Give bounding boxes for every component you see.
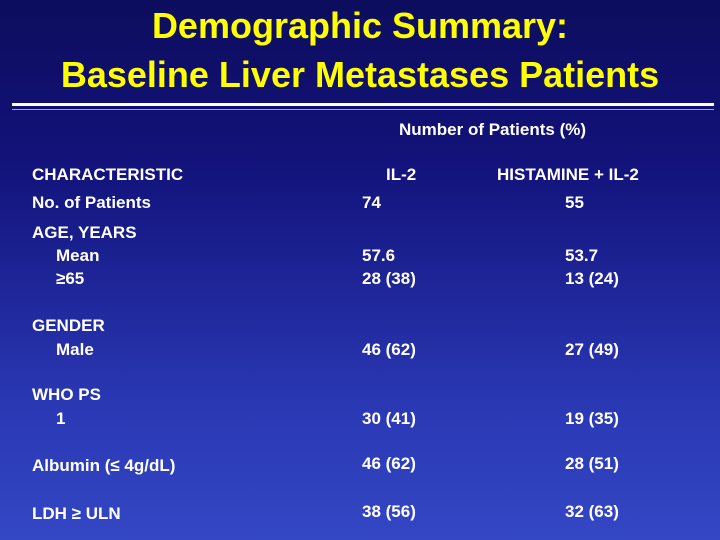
cell-age-mean-hist: 53.7: [565, 246, 599, 265]
cell-who-1-hist: 19 (35): [565, 409, 619, 428]
row-label-albumin: Albumin (≤ 4g/dL): [32, 456, 176, 475]
cell-age-mean-il2: 57.6: [362, 246, 396, 265]
header-characteristic: CHARACTERISTIC: [32, 165, 184, 184]
cell-male-il2: 46 (62): [362, 340, 416, 359]
cell-who-1-il2: 30 (41): [362, 409, 416, 428]
slide-title-line-2: Baseline Liver Metastases Patients: [60, 54, 660, 95]
cell-albumin-il2: 46 (62): [362, 454, 416, 473]
row-label-male: Male: [56, 340, 94, 359]
row-label-no-patients: No. of Patients: [32, 193, 152, 212]
header-histamine-il2: HISTAMINE + IL-2: [497, 165, 639, 184]
row-label-age-mean: Mean: [56, 246, 100, 265]
group-header: Number of Patients (%): [399, 120, 587, 139]
row-label-age-65: ≥65: [56, 269, 85, 288]
cell-age-65-il2: 28 (38): [362, 269, 416, 288]
cell-age-65-hist: 13 (24): [565, 269, 619, 288]
slide-title-line-1: Demographic Summary:: [151, 5, 569, 46]
row-label-who-header: WHO PS: [32, 385, 101, 404]
cell-male-hist: 27 (49): [565, 340, 619, 359]
header-il2: IL-2: [386, 165, 417, 184]
cell-no-patients-hist: 55: [565, 193, 584, 212]
cell-ldh-hist: 32 (63): [565, 502, 619, 521]
row-label-gender-header: GENDER: [32, 316, 105, 335]
row-label-who-1: 1: [56, 409, 66, 428]
row-label-age-header: AGE, YEARS: [32, 223, 137, 242]
title-divider: [12, 103, 714, 106]
row-label-ldh: LDH ≥ ULN: [32, 504, 121, 523]
cell-albumin-hist: 28 (51): [565, 454, 619, 473]
cell-no-patients-il2: 74: [362, 193, 381, 212]
title-divider-shadow: [12, 109, 714, 110]
cell-ldh-il2: 38 (56): [362, 502, 416, 521]
